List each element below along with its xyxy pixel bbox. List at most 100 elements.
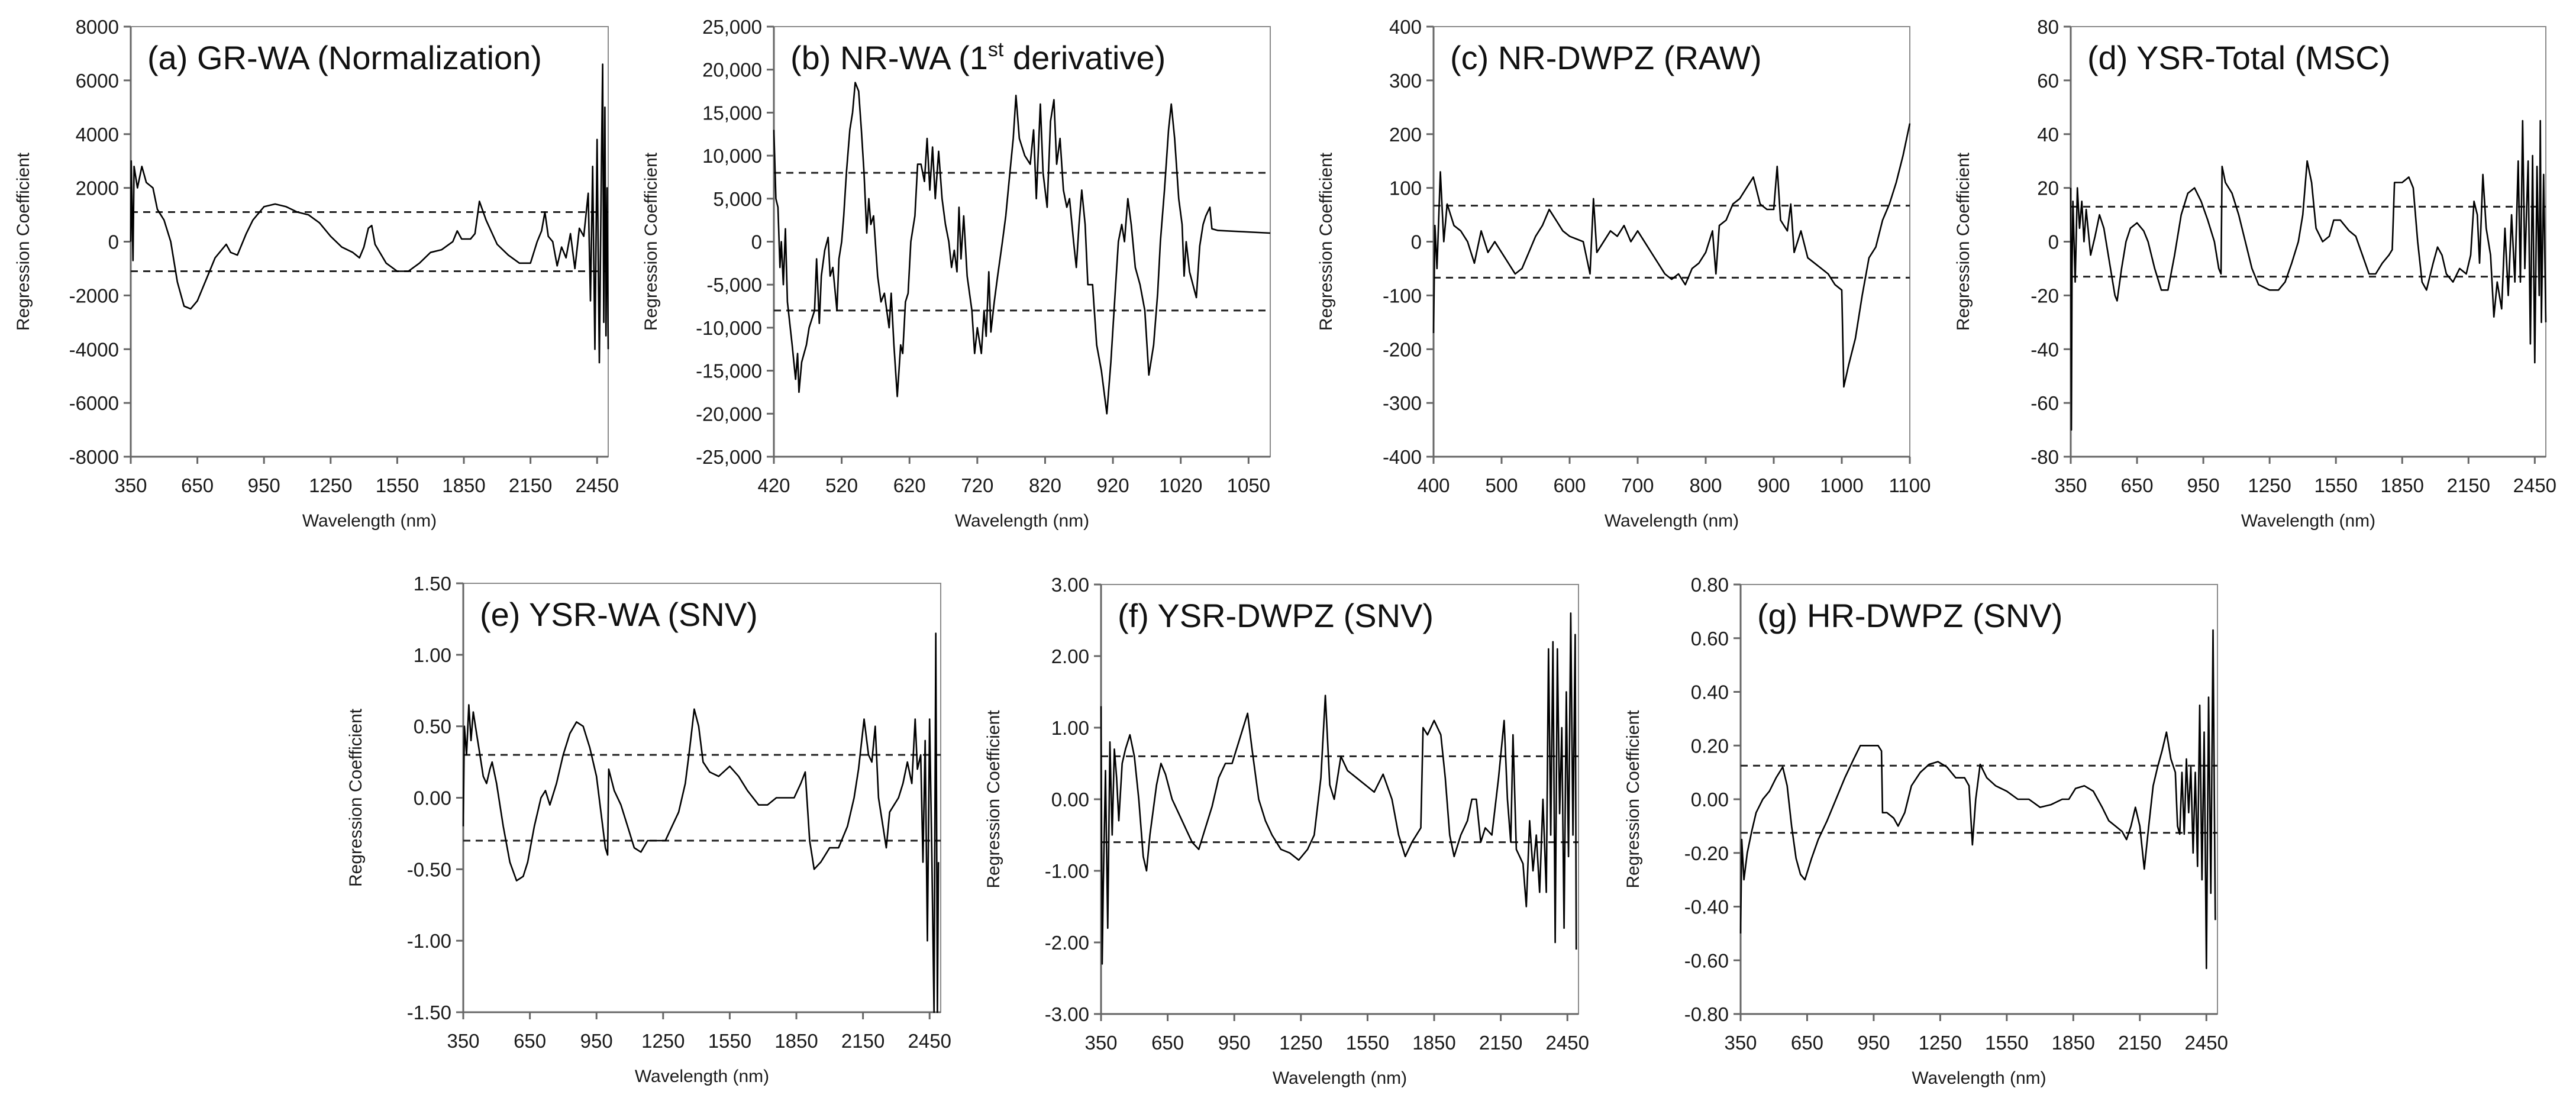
y-axis-label: Regression Coefficient: [1954, 152, 1973, 331]
x-tick-label: 400: [1417, 474, 1450, 496]
x-tick-label: 2150: [2447, 474, 2490, 496]
x-tick-label: 1850: [2052, 1032, 2095, 1054]
panel-b: 25,000 20,000 15,000 10,000 5,000 0 -5,000 -10,…: [641, 16, 1271, 531]
y-tick-label: -60: [2031, 392, 2059, 414]
y-tick-label: 3.00: [1051, 574, 1089, 596]
panel-title: (c) NR-DWPZ (RAW): [1450, 39, 1762, 76]
y-axis-label: Regression Coefficient: [346, 708, 366, 887]
x-tick-label: 2450: [2185, 1032, 2228, 1054]
y-tick-label: 6000: [76, 70, 119, 92]
y-tick-label: 0.50: [414, 716, 451, 738]
x-tick-label: 950: [1857, 1032, 1890, 1054]
y-tick-label: 0: [1411, 231, 1422, 253]
y-tick-label: -1.00: [1045, 860, 1089, 882]
plot-frame: [2070, 26, 2546, 457]
y-tick-label: -8000: [69, 446, 119, 468]
y-tick-label: -1.50: [407, 1002, 451, 1023]
y-tick-label: -0.20: [1684, 842, 1729, 864]
y-tick-label: 40: [2037, 124, 2059, 146]
y-tick-label: -6000: [69, 392, 119, 414]
y-tick-label: 0.00: [1051, 789, 1089, 810]
x-tick-label: 900: [1757, 474, 1790, 496]
x-tick-label: 600: [1553, 474, 1586, 496]
y-tick-label: -80: [2031, 446, 2059, 468]
x-tick-label: 1850: [442, 474, 485, 496]
y-tick-label: 80: [2037, 16, 2059, 38]
y-tick-label: -2000: [69, 285, 119, 306]
y-tick-label: -1.00: [407, 930, 451, 952]
panel-f: 3.00 2.00 1.00 0.00 -1.00 -2.00 -3.00 350 650 950…: [984, 574, 1589, 1088]
x-tick-label: 650: [181, 474, 214, 496]
x-tick-label: 2450: [908, 1030, 951, 1052]
y-tick-label: 100: [1389, 177, 1422, 199]
x-tick-label: 1550: [1346, 1032, 1389, 1054]
x-axis-label: Wavelength (nm): [302, 511, 437, 531]
y-tick-label: 8000: [76, 16, 119, 38]
plot-frame: [773, 26, 1271, 457]
x-axis-label: Wavelength (nm): [635, 1067, 769, 1086]
y-tick-label: -15,000: [696, 360, 762, 382]
y-tick-label: -40: [2031, 338, 2059, 360]
title-superscript: st: [988, 38, 1004, 61]
x-tick-label: 820: [1029, 474, 1061, 496]
x-tick-label: 1550: [708, 1030, 751, 1052]
x-tick-label: 1100: [1889, 474, 1931, 496]
x-tick-label: 1850: [774, 1030, 818, 1052]
panel-title: (a) GR-WA (Normalization): [147, 39, 542, 76]
y-axis-label: Regression Coefficient: [1623, 710, 1643, 889]
x-tick-label: 350: [447, 1030, 479, 1052]
x-tick-label: 520: [825, 474, 858, 496]
x-tick-label: 650: [1151, 1032, 1184, 1054]
x-axis-label: Wavelength (nm): [2241, 511, 2375, 531]
panel-e: 1.50 1.00 0.50 0.00 -0.50 -1.00 -1.50 350 650 950…: [346, 573, 951, 1086]
y-tick-label: 0.00: [414, 787, 451, 809]
y-tick-label: 1.50: [414, 573, 451, 595]
x-tick-label: 2450: [2513, 474, 2556, 496]
y-tick-label: -0.40: [1684, 896, 1729, 918]
y-tick-label: -200: [1383, 338, 1422, 360]
y-axis-label: Regression Coefficient: [984, 710, 1003, 889]
y-axis-label: Regression Coefficient: [14, 152, 33, 331]
y-tick-label: 300: [1389, 70, 1422, 92]
x-tick-label: 1550: [2314, 474, 2357, 496]
panel-g: 0.80 0.60 0.40 0.20 0.00 -0.20 -0.40 -0.60 -0.80…: [1623, 574, 2228, 1088]
x-tick-label: 1020: [1159, 474, 1202, 496]
y-tick-label: 0: [108, 231, 119, 253]
plot-frame: [1433, 26, 1910, 457]
y-tick-label: 15,000: [702, 102, 762, 124]
panel-title: (f) YSR-DWPZ (SNV): [1118, 597, 1434, 634]
y-tick-label: 2000: [76, 177, 119, 199]
x-tick-label: 1250: [1279, 1032, 1322, 1054]
title-part: derivative): [1003, 39, 1166, 76]
x-tick-label: 1250: [2248, 474, 2291, 496]
x-tick-label: 920: [1097, 474, 1129, 496]
y-axis-label: Regression Coefficient: [1316, 152, 1336, 331]
panel-title: (d) YSR-Total (MSC): [2087, 39, 2390, 76]
y-tick-label: 400: [1389, 16, 1422, 38]
x-tick-label: 350: [2054, 474, 2087, 496]
regression-coefficient-line: [773, 82, 1271, 415]
panel-a: 8000 6000 4000 2000 0 -2000 -4000 -6000 -8000 350…: [14, 16, 619, 531]
regression-coefficient-line: [2070, 120, 2547, 431]
panel-title: (e) YSR-WA (SNV): [480, 596, 758, 633]
plot-frame: [463, 583, 941, 1013]
y-tick-label: -20: [2031, 285, 2059, 306]
x-tick-label: 2450: [576, 474, 619, 496]
y-tick-label: 1.00: [414, 644, 451, 666]
title-part: (b) NR-WA (1: [790, 39, 988, 76]
x-axis-label: Wavelength (nm): [1912, 1068, 2046, 1088]
x-tick-label: 2150: [509, 474, 552, 496]
y-tick-label: 0.00: [1691, 789, 1729, 810]
x-tick-label: 1550: [376, 474, 419, 496]
x-tick-label: 650: [1791, 1032, 1823, 1054]
x-axis-label: Wavelength (nm): [955, 511, 1089, 531]
x-tick-label: 650: [2121, 474, 2154, 496]
x-tick-label: 350: [114, 474, 147, 496]
y-tick-label: 200: [1389, 124, 1422, 146]
y-tick-label: 0.80: [1691, 574, 1729, 596]
x-tick-label: 950: [248, 474, 280, 496]
y-tick-label: 1.00: [1051, 717, 1089, 739]
y-tick-label: 20: [2037, 177, 2059, 199]
